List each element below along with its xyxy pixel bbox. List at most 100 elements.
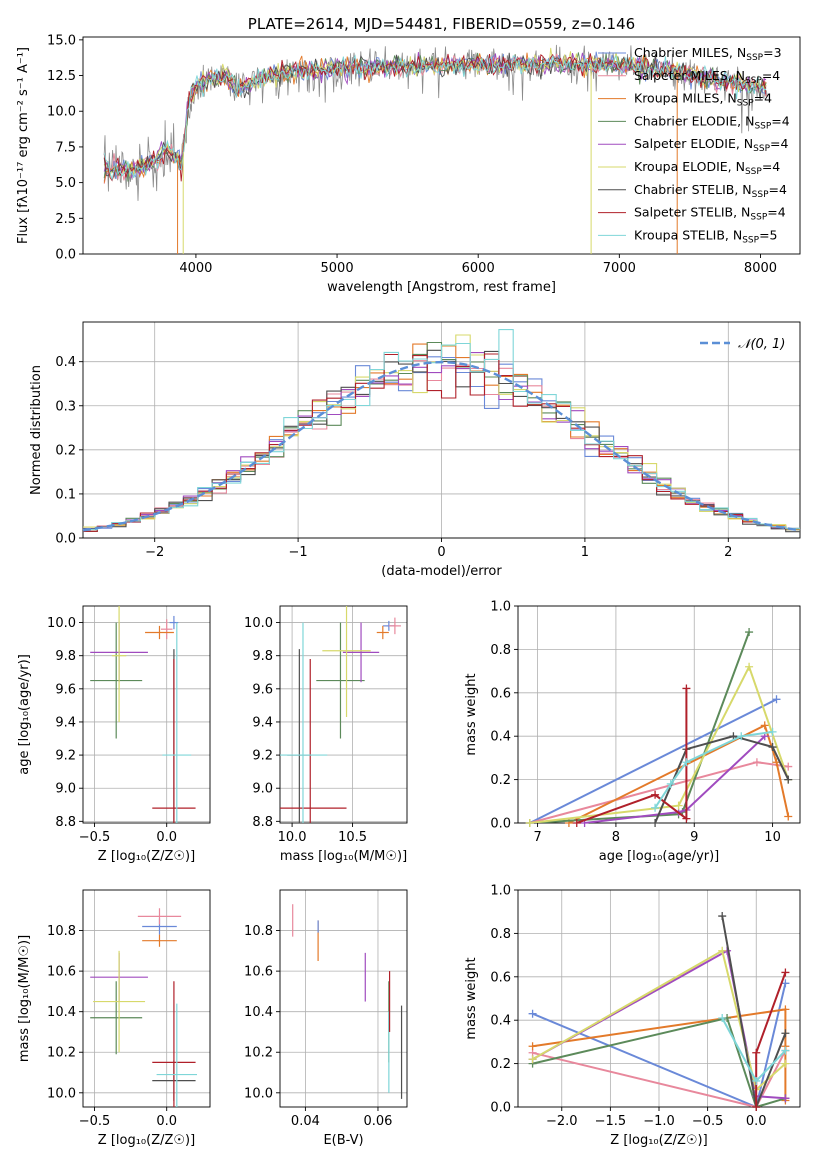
y-tick-label: 0.3 <box>55 399 76 414</box>
legend-count: =4 <box>762 159 780 174</box>
axes-frame <box>279 889 408 1108</box>
axes-frame <box>82 889 211 1108</box>
legend-subscript: SSP <box>746 53 763 63</box>
weight-marker-kroupa_elodie <box>528 1055 537 1064</box>
y-tick-label: 0.2 <box>490 1057 511 1072</box>
weight-marker-kroupa_stelib <box>781 1046 790 1055</box>
legend-label: Kroupa MILES, N <box>634 91 737 106</box>
x-tick-label: 9 <box>690 830 698 845</box>
y-tick-label: 9.8 <box>252 649 273 664</box>
legend-subscript: SSP <box>754 121 771 131</box>
weight-marker-kroupa_stelib <box>666 779 675 788</box>
x-tick-label: 6000 <box>462 261 495 276</box>
y-axis-label: age [log₁₀(age/yr)] <box>17 654 32 775</box>
y-axis-label: mass weight <box>464 957 479 1039</box>
legend-label: Chabrier MILES, N <box>634 45 746 60</box>
legend-count: =3 <box>763 45 781 60</box>
x-tick-label: 0.06 <box>363 1114 392 1129</box>
legend-label: Salpeter MILES, N <box>634 68 745 83</box>
y-tick-label: 9.4 <box>252 715 273 730</box>
y-tick-label: 0.4 <box>490 1014 511 1029</box>
legend-count: =4 <box>771 113 789 128</box>
axes-spectrum: 4000 5000 6000 7000 8000 0.0 2.5 5.0 7.5 10.0 12.5… <box>16 33 801 295</box>
x-tick-label: 7000 <box>603 261 636 276</box>
x-tick-label: 4000 <box>179 261 212 276</box>
weight-line-chabrier_elodie <box>532 1016 786 1107</box>
legend-subscript: SSP <box>745 76 762 86</box>
x-tick-label: −1 <box>289 545 308 560</box>
y-tick-label: 10.8 <box>244 924 273 939</box>
y-tick-label: 0.2 <box>490 773 511 788</box>
legend-count: =5 <box>759 227 777 242</box>
legend-label: Kroupa ELODIE, N <box>634 159 745 174</box>
legend-subscript: SSP <box>742 235 759 245</box>
legend-entry: Salpeter MILES, NSSP=4 <box>634 68 780 86</box>
axes-age_vs_Z: −0.5 0.0 8.8 9.0 9.2 9.4 9.6 9.8 10.0 Z [log₁₀(Z/… <box>17 605 211 864</box>
axes-age_vs_mass: 10.0 10.5 8.8 9.0 9.2 9.4 9.6 9.8 10.0 mass [log₁… <box>244 605 408 864</box>
weight-marker-salpeter_stelib <box>682 684 691 693</box>
weight-marker-kroupa_elodie <box>525 819 534 827</box>
legend-count: =4 <box>762 68 780 83</box>
x-tick-label: 0.0 <box>156 1114 177 1129</box>
y-tick-label: 0.4 <box>490 730 511 745</box>
axes-frame <box>517 605 801 824</box>
y-tick-label: 10.4 <box>244 1005 273 1020</box>
weight-marker-chabrier_stelib <box>768 743 777 752</box>
model-spectrum-kroupa_stelib <box>103 54 767 181</box>
legend-count: =4 <box>770 136 788 151</box>
weight-marker-salpeter_stelib <box>781 968 790 977</box>
y-tick-label: 0.4 <box>55 355 76 370</box>
legend-entry: Chabrier ELODIE, NSSP=4 <box>634 113 790 131</box>
legend-subscript: SSP <box>745 167 762 177</box>
weight-marker-salpeter_stelib <box>752 1103 761 1111</box>
legend-count: =4 <box>769 182 787 197</box>
x-tick-label: 0.04 <box>291 1114 320 1129</box>
axes-weight_vs_Z: −2.0 −1.5 −1.0 −0.5 0.0 0.0 0.2 0.4 0.6 0.8 1.0 Z [… <box>464 884 801 1148</box>
weight-marker-salpeter_stelib <box>682 814 691 823</box>
y-tick-label: 10.0 <box>244 616 273 631</box>
legend-count: =4 <box>754 91 772 106</box>
y-tick-label: 9.2 <box>252 749 273 764</box>
y-tick-label: 0.1 <box>55 487 76 502</box>
y-tick-label: 10.2 <box>244 1046 273 1061</box>
histogram-legend: 𝒩(0, 1) <box>700 337 785 352</box>
weight-marker-salpeter_stelib <box>572 819 581 827</box>
weight-marker-chabrier_miles <box>781 979 790 988</box>
legend-label: 𝒩(0, 1) <box>738 337 785 352</box>
weight-line-kroupa_miles <box>568 723 790 823</box>
legend-entry: Kroupa ELODIE, NSSP=4 <box>634 159 780 177</box>
axes-frame <box>82 36 801 255</box>
y-tick-label: 10.6 <box>244 965 273 980</box>
legend-subscript: SSP <box>750 213 767 223</box>
x-tick-label: 5000 <box>321 261 354 276</box>
y-tick-label: 10.0 <box>47 1086 76 1101</box>
x-tick-label: −0.5 <box>79 1114 111 1129</box>
y-tick-label: 0.0 <box>55 532 76 547</box>
weight-marker-kroupa_miles <box>781 1005 790 1014</box>
y-tick-label: 12.5 <box>47 69 76 84</box>
weight-marker-kroupa_elodie <box>718 946 727 955</box>
axes-frame <box>82 605 211 824</box>
legend-entry: Salpeter ELODIE, NSSP=4 <box>634 136 789 154</box>
x-axis-label: (data-model)/error <box>381 564 502 579</box>
weight-line-salpeter_miles <box>532 1050 787 1107</box>
y-tick-label: 9.0 <box>252 782 273 797</box>
y-tick-label: 9.4 <box>55 715 76 730</box>
y-tick-label: 7.5 <box>55 140 76 155</box>
x-tick-label: 10 <box>764 830 781 845</box>
y-tick-label: 10.8 <box>47 924 76 939</box>
legend-label: Salpeter ELODIE, N <box>634 136 753 151</box>
x-axis-label: Z [log₁₀(Z/Z☉)] <box>98 1133 195 1148</box>
x-tick-label: 1 <box>581 545 589 560</box>
y-tick-label: 0.8 <box>490 643 511 658</box>
y-tick-label: 0.2 <box>55 443 76 458</box>
legend-label: Salpeter STELIB, N <box>634 205 750 220</box>
y-tick-label: 0.6 <box>490 686 511 701</box>
y-tick-label: 10.0 <box>47 105 76 120</box>
x-tick-label: 0 <box>437 545 445 560</box>
weight-line-kroupa_miles <box>532 1008 787 1101</box>
weight-line-chabrier_stelib <box>721 915 787 1107</box>
axes-weight_vs_age: 7 8 9 10 0.0 0.2 0.4 0.6 0.8 1.0 age [log₁₀(age/yr… <box>464 600 801 864</box>
